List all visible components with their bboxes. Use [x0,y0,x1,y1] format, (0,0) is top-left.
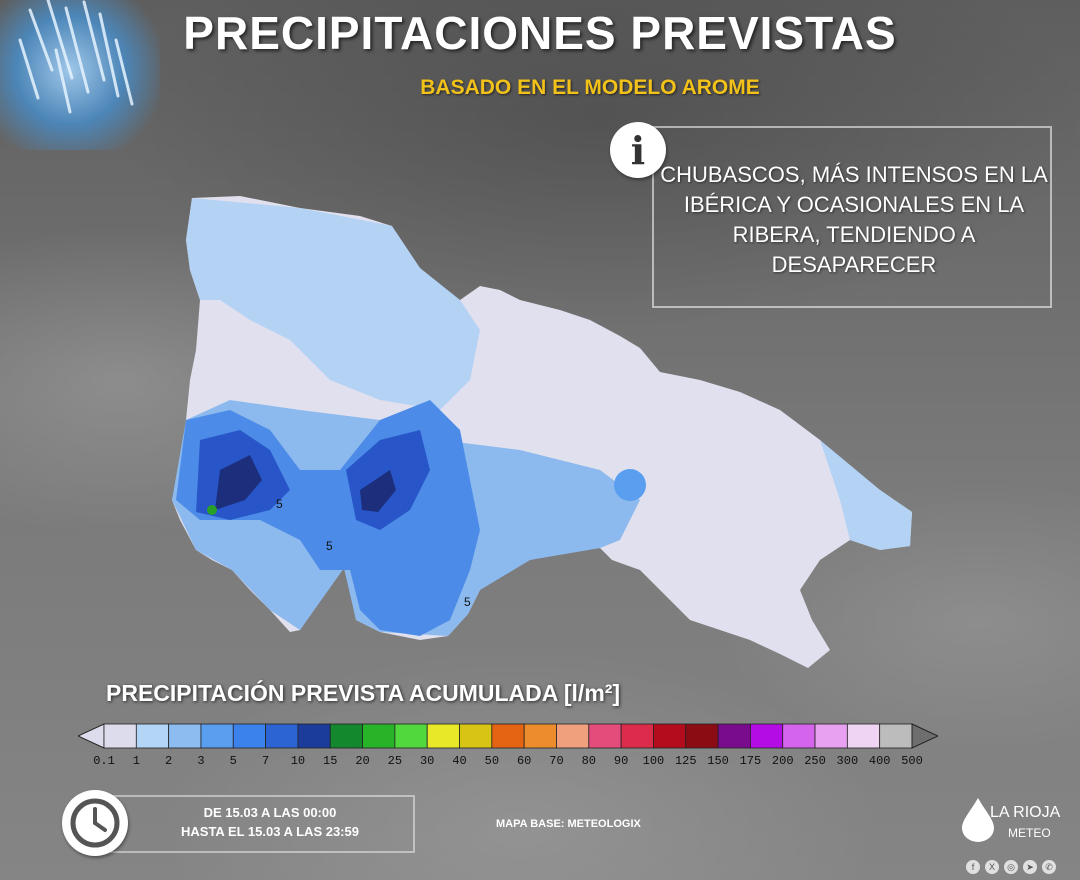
legend-swatch [232,723,266,749]
rain-icon [0,0,160,150]
legend-swatch [620,723,654,749]
legend-tick-label: 90 [613,754,629,768]
time-end: HASTA EL 15.03 A LAS 23:59 [181,824,359,839]
legend-tick-label: 125 [674,754,697,768]
legend-tick-label: 175 [739,754,762,768]
page-title: PRECIPITACIONES PREVISTAS [183,7,897,59]
legend-tick-label: 400 [868,754,891,768]
legend-swatch [846,723,881,749]
facebook-icon[interactable]: f [966,860,980,874]
drop-icon [962,798,994,842]
info-icon: i [610,122,666,178]
legend-tick-label: 70 [549,754,564,768]
info-text: CHUBASCOS, MÁS INTENSOS EN LA IBÉRICA Y … [660,162,1048,277]
legend-color-bar [78,723,938,749]
legend-swatch [362,723,396,749]
legend-tick-label: 250 [804,754,826,768]
map-region [172,196,912,668]
legend-swatch [265,723,299,749]
legend-tick-label: 7 [261,754,270,768]
legend-tick-label: 500 [901,754,923,768]
time-range-text: DE 15.03 A LAS 00:00 HASTA EL 15.03 A LA… [130,803,410,841]
time-start: DE 15.03 A LAS 00:00 [203,805,337,820]
legend-swatch [814,723,848,749]
legend-swatch [685,723,719,749]
legend-tick-label: 2 [165,754,173,768]
legend-swatch [394,723,428,749]
brand-name: LA RIOJA [990,804,1061,821]
instagram-icon[interactable]: ◎ [1004,860,1018,874]
legend-tick-label: 1 [132,754,140,768]
legend-tick-label: 150 [707,754,729,768]
legend-min-arrow [78,723,105,749]
whatsapp-icon[interactable]: ✆ [1042,860,1056,874]
social-links: f X ◎ ➤ ✆ [966,860,1056,874]
x-icon[interactable]: X [985,860,999,874]
legend-swatch [523,723,557,749]
brand-sub: METEO [1008,826,1051,840]
legend-tick-label: 30 [419,754,435,768]
contour-label: 5 [276,497,283,511]
legend-tick-label: 20 [355,754,370,768]
legend-tick-label: 40 [452,754,467,768]
legend-swatch [556,723,590,749]
legend-swatch [459,723,493,749]
legend-max-arrow [911,723,938,749]
legend-swatch [297,723,331,749]
legend-swatch [329,723,363,749]
legend-swatch [588,723,622,749]
legend-swatch [135,723,170,749]
legend-tick-label: 80 [581,754,596,768]
legend-swatch [653,723,687,749]
legend-labels: 0.1 1 2 3 5 7 10 15 20 25 30 40 50 60 70 80 90 100 125 150 1… [0,754,1080,774]
legend-tick-label: 100 [642,754,665,768]
brand-logo [960,796,1070,846]
legend-swatch [491,723,525,749]
legend-tick-label: 25 [387,754,403,768]
legend-tick-label: 5 [229,754,237,768]
legend-swatch [426,723,460,749]
map-credit: MAPA BASE: METEOLOGIX [496,818,641,830]
telegram-icon[interactable]: ➤ [1023,860,1037,874]
info-box [652,126,1052,308]
legend-tick-label: 200 [771,754,794,768]
legend-swatch [103,723,137,749]
contour-label: 5 [464,595,471,609]
legend-tick-label: 300 [836,754,859,768]
legend-tick-label: 10 [290,754,306,768]
contour-label: 5 [326,539,333,553]
legend-tick-label: 15 [323,754,338,768]
page-subtitle: BASADO EN EL MODELO AROME [420,76,760,99]
clock-icon [62,790,128,856]
legend-tick-label: 3 [197,754,205,768]
legend-swatch [782,723,816,749]
legend-swatch [750,723,784,749]
legend-title: PRECIPITACIÓN PREVISTA ACUMULADA [l/m²] [106,680,621,706]
legend-swatch [168,723,202,749]
legend-swatch [717,723,751,749]
legend-swatch [879,723,913,749]
legend-tick-label: 0.1 [93,754,115,768]
legend-tick-label: 50 [484,754,500,768]
legend-tick-label: 60 [516,754,532,768]
legend-swatch [200,723,234,749]
